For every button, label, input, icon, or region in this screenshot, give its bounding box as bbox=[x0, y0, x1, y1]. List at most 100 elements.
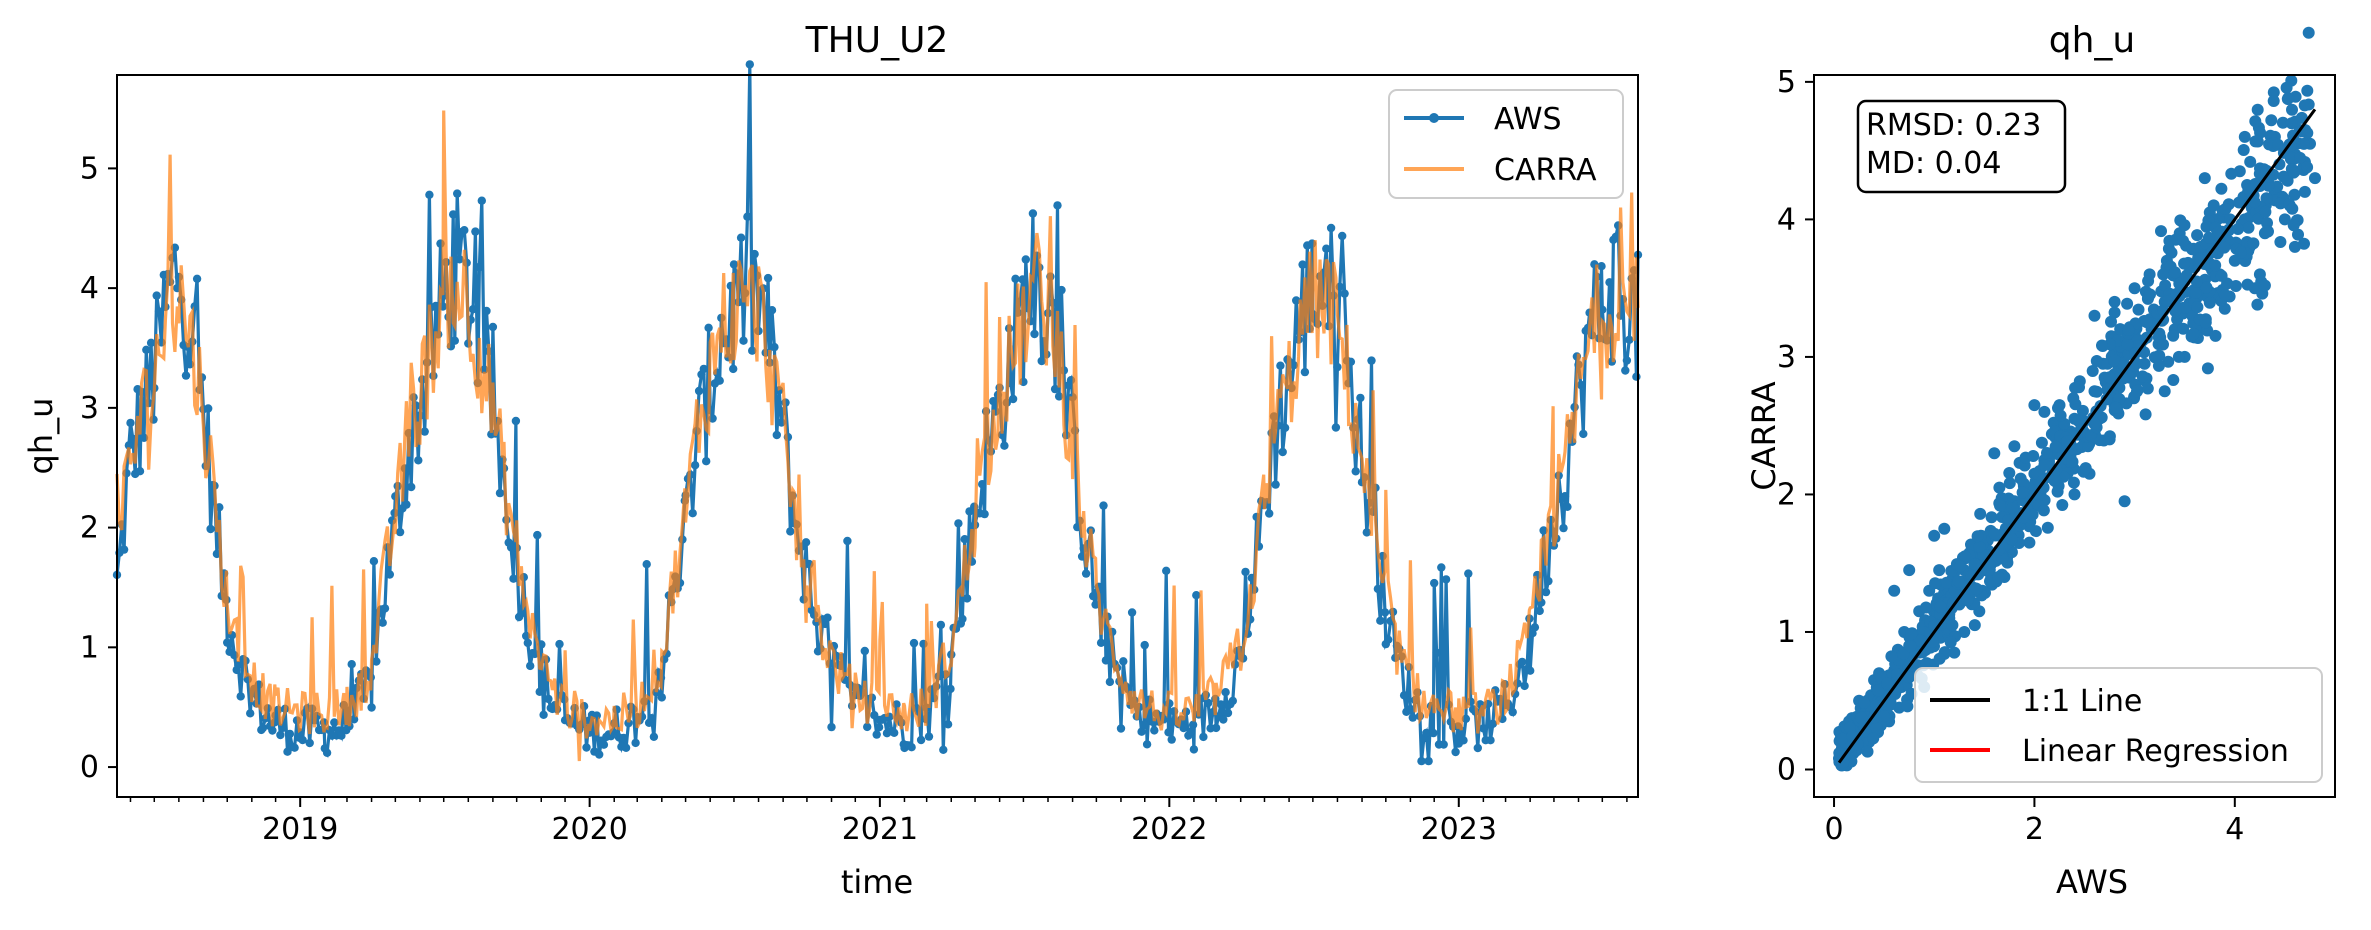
aws-point bbox=[539, 710, 548, 719]
scatter-point bbox=[2281, 93, 2294, 105]
scatter-point bbox=[2191, 301, 2204, 314]
scatter-point bbox=[2079, 462, 2092, 475]
aws-point bbox=[298, 735, 307, 745]
scatter-point bbox=[2267, 86, 2280, 99]
scatter-point bbox=[1992, 571, 2005, 584]
aws-point bbox=[135, 467, 145, 476]
series-carra-line bbox=[115, 110, 1640, 762]
scatter-point bbox=[2088, 309, 2101, 322]
aws-point bbox=[1276, 361, 1285, 370]
aws-point bbox=[1625, 335, 1634, 344]
aws-point bbox=[1139, 720, 1149, 730]
scatter-point bbox=[1858, 696, 1871, 709]
left-series-layer bbox=[112, 60, 1643, 766]
scatter-point bbox=[2158, 385, 2171, 398]
aws-point bbox=[649, 732, 659, 741]
scatter-point bbox=[1897, 647, 1910, 660]
aws-point bbox=[770, 342, 779, 352]
aws-point bbox=[1292, 296, 1301, 305]
scatter-point bbox=[2169, 305, 2182, 318]
aws-point bbox=[495, 488, 505, 498]
aws-point bbox=[1576, 380, 1586, 390]
aws-point bbox=[322, 748, 332, 757]
scatter-point bbox=[2285, 117, 2298, 130]
aws-point bbox=[863, 722, 872, 732]
aws-point bbox=[236, 692, 245, 701]
scatter-point bbox=[2049, 473, 2062, 486]
aws-point bbox=[1579, 429, 1588, 439]
scatter-point bbox=[2017, 477, 2030, 490]
scatter-point bbox=[2108, 354, 2121, 367]
scatter-point bbox=[2160, 295, 2173, 308]
scatter-point bbox=[2286, 202, 2299, 215]
aws-point bbox=[414, 456, 423, 465]
scatter-point bbox=[2249, 135, 2262, 148]
scatter-point bbox=[2297, 137, 2310, 150]
scatter-point bbox=[2238, 130, 2251, 143]
right-y-axis-label: CARRA bbox=[1745, 381, 1783, 490]
aws-point bbox=[1221, 688, 1230, 697]
scatter-point bbox=[2243, 183, 2256, 196]
scatter-point bbox=[1933, 564, 1946, 577]
aws-point bbox=[1099, 501, 1108, 510]
right-y-tick-label: 3 bbox=[1777, 340, 1796, 375]
scatter-point bbox=[2178, 257, 2191, 270]
aws-point bbox=[1351, 467, 1360, 476]
scatter-point bbox=[1974, 507, 1987, 520]
scatter-point bbox=[2251, 298, 2264, 311]
scatter-point bbox=[2167, 374, 2180, 386]
aws-point bbox=[1380, 608, 1390, 617]
right-x-tick-label: 2 bbox=[2025, 812, 2044, 847]
aws-point bbox=[511, 416, 521, 426]
time-series-chart: THU_U2 0 1 2 3 4 5 2019 2020 2021 2022 2023 time q… bbox=[22, 20, 1643, 901]
scatter-chart: qh_u 0 1 2 3 4 5 0 2 4 AWS CARRA RMSD: 0.23 MD: … bbox=[1745, 20, 2336, 901]
scatter-point bbox=[2187, 328, 2200, 341]
scatter-point bbox=[2301, 161, 2314, 174]
scatter-point bbox=[2023, 536, 2036, 549]
aws-point bbox=[305, 738, 314, 748]
aws-point bbox=[962, 594, 972, 603]
aws-point bbox=[1186, 727, 1195, 736]
aws-point bbox=[1479, 724, 1488, 733]
scatter-point bbox=[2003, 477, 2016, 490]
scatter-point bbox=[2051, 485, 2064, 498]
scatter-point bbox=[2179, 301, 2192, 314]
scatter-point bbox=[2302, 26, 2315, 39]
scatter-point bbox=[2288, 188, 2301, 201]
scatter-point bbox=[2118, 495, 2131, 508]
scatter-point bbox=[2298, 185, 2311, 198]
aws-point bbox=[337, 731, 346, 740]
aws-point bbox=[729, 260, 739, 269]
aws-point bbox=[190, 302, 199, 311]
aws-point bbox=[939, 745, 948, 754]
scatter-point bbox=[2131, 385, 2143, 398]
scatter-point bbox=[2202, 231, 2215, 244]
aws-point bbox=[708, 414, 717, 423]
aws-point bbox=[482, 306, 491, 316]
aws-point bbox=[1150, 726, 1159, 735]
aws-point bbox=[1219, 715, 1228, 724]
aws-point bbox=[347, 660, 356, 669]
aws-point bbox=[1430, 578, 1439, 588]
legend-aws-label: AWS bbox=[1494, 102, 1562, 137]
aws-point bbox=[1216, 700, 1226, 709]
aws-point bbox=[268, 726, 277, 735]
aws-point bbox=[119, 545, 129, 554]
scatter-point bbox=[2167, 329, 2180, 342]
scatter-point bbox=[1959, 550, 1972, 563]
aws-point bbox=[154, 307, 164, 316]
aws-point bbox=[450, 336, 459, 345]
aws-point bbox=[517, 609, 526, 618]
aws-point bbox=[1373, 584, 1383, 594]
aws-point bbox=[139, 433, 149, 442]
aws-point bbox=[402, 500, 411, 509]
scatter-point bbox=[1985, 511, 1998, 524]
scatter-point bbox=[2029, 525, 2042, 538]
scatter-point bbox=[2294, 151, 2306, 164]
aws-point bbox=[1167, 735, 1176, 744]
aws-point bbox=[425, 190, 434, 199]
aws-point bbox=[1278, 447, 1287, 457]
aws-point bbox=[827, 722, 836, 732]
scatter-point bbox=[2177, 234, 2189, 247]
scatter-point bbox=[2108, 295, 2121, 308]
